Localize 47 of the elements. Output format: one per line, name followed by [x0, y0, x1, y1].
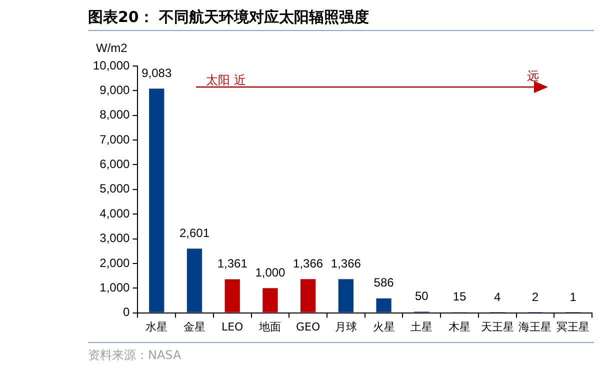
bar: [186, 248, 202, 312]
y-tick-label: 4,000: [100, 206, 130, 220]
data-label: 1: [570, 290, 577, 304]
y-tick-label: 3,000: [100, 231, 130, 246]
y-tick-label: 7,000: [100, 132, 130, 146]
x-tick-label: 火星: [372, 320, 395, 334]
y-axis-title: W/m2: [96, 41, 128, 55]
x-tick-label: 土星: [410, 320, 433, 334]
text: 资料来源：NASA: [88, 347, 182, 364]
y-tick-label: 2,000: [100, 256, 130, 270]
data-label: 15: [452, 290, 466, 304]
bar: [376, 298, 392, 312]
x-tick-label: 金星: [183, 320, 206, 334]
y-tick-label: 0: [123, 305, 130, 320]
x-tick-label: 地面: [258, 320, 282, 334]
chart-title: 图表20： 不同航天环境对应太阳辐照强度: [88, 8, 370, 27]
y-tick-label: 9,000: [100, 82, 130, 97]
data-label: 1,366: [330, 256, 362, 270]
x-tick-label: 冥王星: [556, 320, 590, 334]
data-label: 2: [532, 290, 539, 304]
data-label: 9,083: [142, 66, 172, 80]
data-label: 586: [374, 276, 394, 290]
x-tick-label: 木星: [448, 320, 470, 334]
y-tick-label: 10,000: [93, 58, 130, 72]
annotation: 太阳 近: [206, 72, 246, 89]
bar: [262, 288, 278, 312]
data-label: 1,361: [217, 256, 248, 271]
x-tick-label: 海王星: [518, 320, 552, 334]
bar: [224, 279, 240, 312]
data-label: 50: [414, 288, 429, 303]
y-tick-label: 5,000: [100, 182, 130, 196]
x-tick-label: 天王星: [480, 320, 514, 334]
data-label: 1,366: [293, 256, 324, 270]
x-tick-label: 月球: [334, 320, 357, 334]
y-tick-label: 1,000: [100, 280, 130, 294]
bar: [338, 279, 354, 312]
x-tick-label: GEO: [296, 320, 320, 334]
bar: [300, 279, 316, 312]
y-tick-label: 6,000: [100, 157, 130, 172]
x-tick-label: LEO: [221, 320, 244, 334]
data-label: 2,601: [179, 226, 210, 240]
data-label: 4: [494, 290, 502, 304]
y-tick-label: 8,000: [100, 108, 130, 122]
x-tick-label: 水星: [146, 320, 168, 334]
annotation: 远: [527, 68, 539, 85]
data-label: 1,000: [255, 265, 286, 280]
bar: [149, 88, 164, 312]
